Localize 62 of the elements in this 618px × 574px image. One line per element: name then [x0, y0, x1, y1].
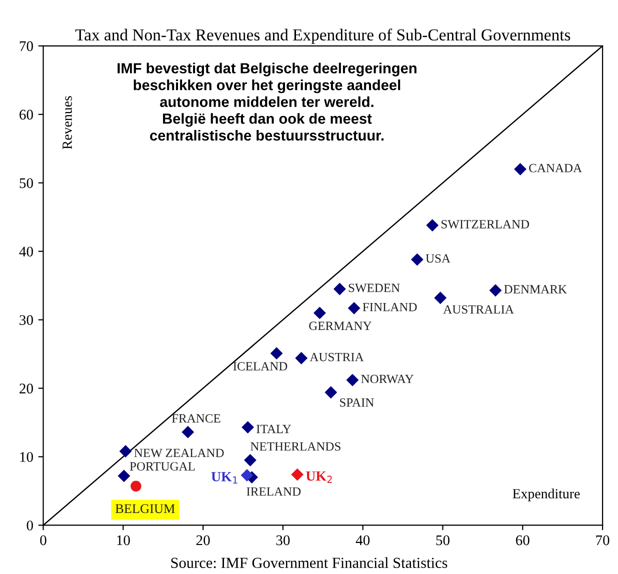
point	[118, 470, 130, 482]
annotation: ICELAND	[233, 362, 288, 370]
annotation: DENMARK	[504, 285, 567, 294]
chart-title: Tax and Non-Tax Revenues and Expenditure of Sub-Central Governments	[75, 28, 570, 44]
annotation: CANADA	[529, 164, 582, 172]
annotation: IMF bevestigt dat Belgische deelregeringen beschikken over het geringste aandeel autonome middelen ter wereld. België heeft dan ook de meest centralistische bestuursstructuur.	[118, 62, 416, 141]
point	[291, 468, 304, 481]
point	[182, 426, 194, 438]
point	[426, 219, 439, 232]
point	[119, 445, 132, 458]
x-tick-label: 30	[276, 535, 290, 546]
x-axis-title: Expenditure	[512, 488, 580, 502]
point	[314, 306, 326, 320]
x-tick-label: 0	[40, 535, 46, 546]
annotation: USA	[426, 254, 450, 263]
x-tick-label: 60	[516, 535, 530, 546]
annotation: IRELAND	[246, 487, 301, 496]
point	[242, 421, 254, 434]
point	[434, 292, 447, 304]
y-tick-label: 70	[20, 41, 33, 52]
y-tick-label: 60	[20, 110, 33, 120]
y-tick-label: 30	[20, 315, 33, 326]
source-note: Source: IMF Government Financial Statistics	[171, 557, 448, 568]
point	[489, 284, 502, 297]
annotation: SWITZERLAND	[442, 220, 530, 229]
annotation: ITALY	[256, 424, 292, 434]
annotation: NEW ZEALAND	[134, 448, 224, 458]
y-tick-label: 50	[20, 178, 33, 188]
point	[130, 480, 142, 492]
annotation: AUSTRALIA	[443, 305, 514, 314]
annotation: GERMANY	[309, 322, 372, 330]
series-label: BELGIUM	[115, 504, 175, 514]
point	[270, 347, 283, 360]
annotation: SPAIN	[340, 398, 374, 407]
annotation: FINLAND	[362, 302, 417, 312]
point	[348, 302, 360, 314]
annotation: AUSTRIA	[310, 352, 364, 362]
x-tick-label: 70	[596, 535, 610, 546]
point	[244, 454, 256, 466]
point	[410, 253, 424, 266]
point	[346, 374, 359, 386]
x-tick-label: 20	[196, 535, 210, 546]
point	[295, 352, 308, 364]
series-label: UK$_{1}$	[211, 472, 238, 484]
annotation: NORWAY	[361, 374, 414, 384]
y-tick-label: 40	[19, 246, 33, 257]
point	[514, 162, 526, 176]
x-tick-label: 50	[436, 535, 450, 546]
y-tick-label: 0	[26, 520, 33, 530]
y-tick-label: 10	[20, 452, 33, 462]
annotation: NETHERLANDS	[250, 442, 340, 451]
annotation: SWEDEN	[348, 284, 400, 292]
point	[333, 282, 346, 296]
x-tick-label: 10	[117, 535, 130, 546]
y-tick-label: 20	[20, 384, 33, 394]
point	[240, 469, 254, 482]
annotation: PORTUGAL	[130, 462, 195, 471]
series-label: UK$_{2}$	[306, 471, 332, 483]
annotation: FRANCE	[172, 414, 220, 423]
y-axis-title: Revenues	[62, 96, 72, 150]
point	[324, 386, 338, 399]
x-tick-label: 40	[356, 535, 370, 546]
